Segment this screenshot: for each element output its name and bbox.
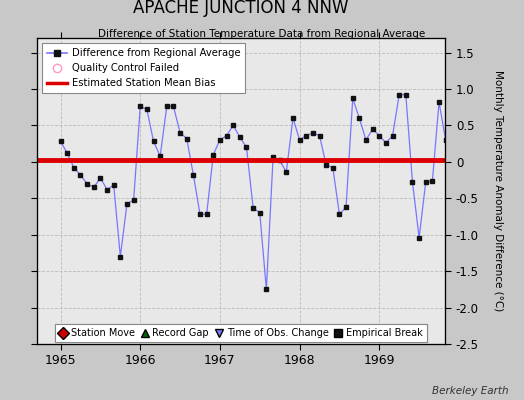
Title: APACHE JUNCTION 4 NNW: APACHE JUNCTION 4 NNW — [133, 0, 349, 17]
Text: Berkeley Earth: Berkeley Earth — [432, 386, 508, 396]
Y-axis label: Monthly Temperature Anomaly Difference (°C): Monthly Temperature Anomaly Difference (… — [493, 70, 503, 312]
Legend: Station Move, Record Gap, Time of Obs. Change, Empirical Break: Station Move, Record Gap, Time of Obs. C… — [56, 324, 427, 342]
Text: Difference of Station Temperature Data from Regional Average: Difference of Station Temperature Data f… — [99, 29, 425, 39]
